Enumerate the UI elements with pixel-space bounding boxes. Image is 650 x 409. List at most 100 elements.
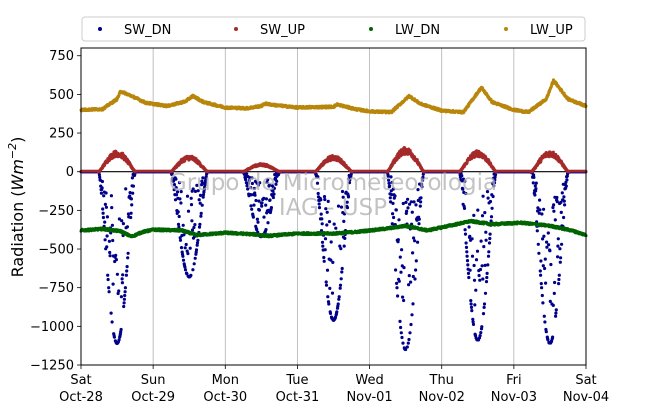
data-point xyxy=(546,338,550,342)
data-point xyxy=(562,195,566,199)
data-point xyxy=(174,177,178,181)
data-point xyxy=(103,202,107,206)
data-point xyxy=(409,280,413,284)
data-point xyxy=(319,212,323,216)
data-point xyxy=(109,194,113,198)
data-point xyxy=(98,175,102,179)
data-point xyxy=(315,181,320,185)
data-point xyxy=(244,178,248,182)
data-point xyxy=(173,198,178,202)
data-point xyxy=(131,184,135,188)
data-point xyxy=(181,258,186,262)
data-point xyxy=(389,175,393,179)
data-point xyxy=(398,319,402,323)
data-point xyxy=(201,176,205,180)
data-point xyxy=(391,201,395,205)
data-point xyxy=(540,212,544,216)
data-point xyxy=(481,277,485,281)
data-point xyxy=(395,281,399,285)
data-point xyxy=(176,210,180,214)
data-point xyxy=(555,200,559,204)
data-point xyxy=(124,187,128,191)
data-point xyxy=(463,232,468,236)
data-point xyxy=(108,250,112,255)
data-point xyxy=(133,170,137,174)
data-point xyxy=(109,311,113,315)
data-point xyxy=(110,320,114,324)
data-point xyxy=(471,317,475,321)
data-point xyxy=(480,325,484,329)
data-point xyxy=(479,331,483,335)
data-point xyxy=(332,222,336,226)
data-point xyxy=(342,244,346,248)
data-point xyxy=(323,248,327,252)
data-point xyxy=(468,234,472,238)
data-point xyxy=(396,238,400,242)
data-point xyxy=(393,194,397,198)
data-point xyxy=(172,188,176,192)
data-point xyxy=(321,244,325,248)
data-point xyxy=(484,238,488,242)
data-point xyxy=(476,208,480,212)
data-point xyxy=(386,174,390,178)
data-point xyxy=(130,203,134,207)
data-point xyxy=(260,201,264,205)
data-point xyxy=(482,245,486,249)
data-point xyxy=(120,277,124,281)
data-point xyxy=(99,191,103,195)
data-point xyxy=(540,293,544,298)
data-point xyxy=(185,272,189,276)
data-point xyxy=(124,273,128,277)
data-point xyxy=(117,217,121,221)
data-point xyxy=(112,335,116,339)
data-point xyxy=(534,187,538,191)
data-point xyxy=(186,252,190,256)
data-point xyxy=(126,256,130,260)
data-point xyxy=(186,209,191,213)
data-point xyxy=(543,266,547,271)
data-point xyxy=(465,250,469,254)
data-point xyxy=(110,223,114,227)
data-point xyxy=(249,204,253,208)
data-point xyxy=(562,215,566,220)
data-point xyxy=(492,181,497,185)
data-point xyxy=(175,190,180,194)
data-point xyxy=(327,220,332,224)
data-point xyxy=(183,268,188,272)
data-point xyxy=(251,215,255,219)
data-point xyxy=(419,200,423,204)
data-point xyxy=(492,184,496,188)
data-point xyxy=(409,322,413,327)
data-point xyxy=(196,189,200,193)
data-point xyxy=(478,267,483,272)
data-point xyxy=(535,229,539,233)
data-point xyxy=(100,186,104,190)
data-point xyxy=(320,240,325,244)
data-point xyxy=(412,200,416,204)
data-point xyxy=(198,193,203,197)
data-point xyxy=(194,248,199,252)
data-point xyxy=(195,243,199,247)
data-point xyxy=(190,228,195,232)
data-point xyxy=(334,226,338,230)
data-point xyxy=(346,195,351,199)
data-point xyxy=(184,242,188,247)
data-point xyxy=(558,260,562,264)
data-point xyxy=(329,240,333,244)
data-point xyxy=(342,212,347,216)
data-point xyxy=(198,201,202,205)
data-point xyxy=(397,218,401,222)
data-point xyxy=(541,264,545,268)
data-point xyxy=(174,186,178,190)
data-point xyxy=(206,170,210,174)
data-point xyxy=(350,170,354,174)
data-point xyxy=(278,170,282,174)
data-point xyxy=(539,273,543,277)
data-point xyxy=(126,251,130,255)
data-point xyxy=(120,219,124,223)
data-point xyxy=(183,265,187,269)
data-point xyxy=(271,195,275,200)
data-point xyxy=(110,206,114,210)
data-point xyxy=(324,283,329,287)
data-point xyxy=(484,230,488,234)
